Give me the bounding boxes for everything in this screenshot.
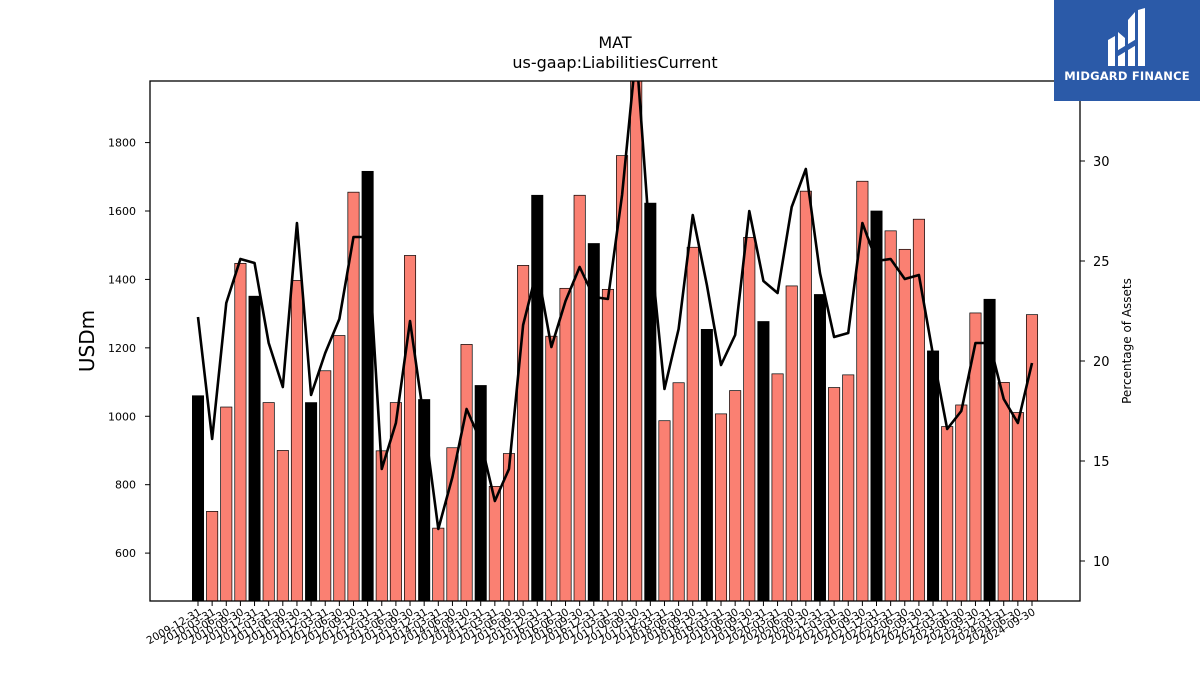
bar-2023-03-31 bbox=[941, 426, 954, 601]
bar-2014-09-30 bbox=[460, 344, 473, 601]
bar-2020-03-31 bbox=[771, 373, 784, 601]
bar-2013-09-30 bbox=[404, 255, 417, 601]
y2-axis-label: Percentage of Assets bbox=[1120, 278, 1134, 404]
plot-frame bbox=[149, 80, 1081, 602]
logo-mark-icon bbox=[1108, 8, 1145, 66]
bar-2019-12-31 bbox=[757, 321, 770, 601]
bar-2015-09-30 bbox=[517, 265, 530, 601]
bar-2014-12-31 bbox=[474, 385, 487, 601]
bar-2018-12-31 bbox=[700, 329, 713, 601]
bar-2020-06-30 bbox=[785, 285, 798, 601]
bar-2019-06-30 bbox=[729, 390, 742, 601]
bar-2020-12-31 bbox=[813, 294, 826, 601]
bar-2012-06-30 bbox=[333, 335, 346, 601]
bar-2018-03-31 bbox=[658, 420, 671, 601]
bar-2011-06-30 bbox=[276, 450, 289, 601]
bar-2021-03-31 bbox=[828, 387, 841, 601]
bar-2023-09-30 bbox=[969, 312, 982, 601]
bar-2010-09-30 bbox=[234, 262, 247, 601]
bar-2023-12-31 bbox=[983, 298, 996, 601]
bar-2024-03-31 bbox=[997, 382, 1010, 601]
bar-2022-03-31 bbox=[884, 230, 897, 601]
y2-tick-label: 25 bbox=[1093, 255, 1110, 270]
bar-2012-09-30 bbox=[347, 191, 360, 601]
y-axis-label: USDm bbox=[75, 310, 99, 372]
bar-2011-03-31 bbox=[262, 402, 275, 601]
bar-2024-06-30 bbox=[1011, 412, 1024, 601]
x-axis: 2009-12-312010-03-312010-06-302010-09-30… bbox=[145, 601, 1038, 647]
bar-2024-09-30 bbox=[1025, 314, 1039, 601]
bar-2016-03-31 bbox=[545, 335, 558, 601]
chart-title: MAT bbox=[598, 33, 632, 52]
line-series bbox=[196, 81, 1034, 531]
bar-2011-12-31 bbox=[305, 402, 318, 601]
left-axis: 600 800 1000 1200 1400 1600 1800 bbox=[108, 137, 150, 560]
bar-2019-03-31 bbox=[715, 413, 728, 601]
bar-2021-09-30 bbox=[856, 180, 869, 601]
bar-2018-09-30 bbox=[686, 246, 699, 601]
y-tick-label: 600 bbox=[115, 547, 136, 560]
bar-2010-06-30 bbox=[220, 406, 233, 601]
y-tick-label: 1000 bbox=[108, 410, 136, 423]
right-axis: 10 15 20 25 30 bbox=[1080, 155, 1110, 570]
y2-tick-label: 10 bbox=[1093, 555, 1110, 570]
bar-2015-12-31 bbox=[531, 194, 544, 601]
bar-2011-09-30 bbox=[290, 280, 303, 601]
y2-tick-label: 30 bbox=[1093, 155, 1110, 170]
bar-2017-03-31 bbox=[601, 288, 614, 601]
y-tick-label: 1800 bbox=[108, 137, 136, 150]
bar-series bbox=[192, 81, 1039, 601]
bar-2013-03-31 bbox=[375, 450, 388, 601]
bar-2009-12-31 bbox=[192, 395, 205, 601]
bar-2023-06-30 bbox=[955, 404, 968, 601]
y2-tick-label: 15 bbox=[1093, 455, 1110, 470]
bar-2013-12-31 bbox=[418, 399, 431, 601]
bar-2017-06-30 bbox=[616, 155, 629, 601]
bar-2019-09-30 bbox=[743, 236, 756, 601]
bar-2012-03-31 bbox=[319, 370, 332, 601]
y-tick-label: 800 bbox=[115, 479, 136, 492]
y-tick-label: 1400 bbox=[108, 273, 136, 286]
bar-2020-09-30 bbox=[799, 190, 812, 601]
chart-subtitle: us-gaap:LiabilitiesCurrent bbox=[512, 53, 717, 72]
bar-2016-06-30 bbox=[559, 287, 572, 601]
y-tick-label: 1200 bbox=[108, 342, 136, 355]
bar-2022-12-31 bbox=[927, 350, 940, 601]
y-tick-label: 1600 bbox=[108, 205, 136, 218]
bar-2010-12-31 bbox=[248, 295, 261, 601]
bar-2022-09-30 bbox=[912, 218, 925, 601]
bar-2018-06-30 bbox=[672, 382, 685, 601]
bar-2021-06-30 bbox=[842, 374, 855, 601]
percentage-line bbox=[196, 81, 1034, 531]
bar-2012-12-31 bbox=[361, 170, 374, 601]
bar-2017-12-31 bbox=[644, 202, 657, 601]
bar-2017-09-30 bbox=[630, 81, 643, 601]
bar-2022-06-30 bbox=[898, 248, 911, 601]
bar-2010-03-31 bbox=[206, 511, 219, 601]
bar-2016-09-30 bbox=[573, 194, 586, 601]
bar-2021-12-31 bbox=[870, 210, 883, 601]
bar-2015-03-31 bbox=[488, 486, 501, 601]
y2-tick-label: 20 bbox=[1093, 355, 1110, 370]
bar-2014-03-31 bbox=[432, 527, 445, 601]
bar-2016-12-31 bbox=[587, 243, 600, 601]
brand-logo: MIDGARD FINANCE bbox=[1054, 0, 1200, 101]
logo-text: MIDGARD FINANCE bbox=[1064, 69, 1190, 83]
